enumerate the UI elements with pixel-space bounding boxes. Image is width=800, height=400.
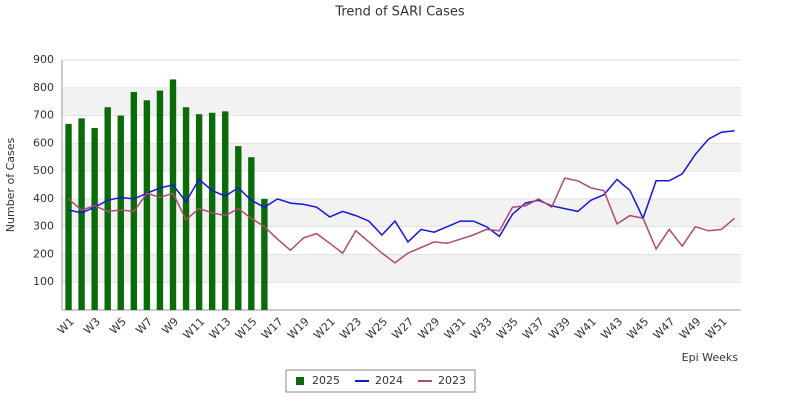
x-tick-label: W23 <box>337 315 364 342</box>
bar <box>261 198 268 310</box>
x-tick-label: W27 <box>389 315 416 342</box>
x-tick-label: W9 <box>159 315 181 337</box>
y-axis-title: Number of Cases <box>4 138 17 233</box>
bar <box>248 157 255 310</box>
line <box>68 177 735 264</box>
legend-box <box>285 369 476 393</box>
bar <box>208 112 216 311</box>
y-tick-label: 600 <box>33 136 54 149</box>
x-tick-label: W39 <box>546 315 573 342</box>
bar <box>182 107 190 310</box>
x-tick-label: W33 <box>468 315 495 342</box>
y-tick-label: 800 <box>33 81 54 94</box>
x-tick-label: W19 <box>285 315 312 342</box>
x-tick-label: W41 <box>572 315 599 342</box>
y-tick-label: 300 <box>33 220 54 233</box>
x-tick-label: W37 <box>520 315 547 342</box>
x-tick-label: W47 <box>651 315 678 342</box>
legend-swatch <box>296 377 304 385</box>
x-tick-label: W49 <box>677 315 704 342</box>
x-tick-label: W25 <box>363 315 390 342</box>
line <box>68 130 735 244</box>
x-tick-label: W1 <box>55 315 77 337</box>
x-tick-label: W29 <box>416 315 443 342</box>
x-tick-label: W43 <box>598 315 625 342</box>
chart-title: Trend of SARI Cases <box>334 5 465 20</box>
bar <box>78 118 85 310</box>
y-tick-label: 100 <box>33 275 54 288</box>
legend-label: 2023 <box>438 374 466 387</box>
bar <box>235 146 242 310</box>
bar <box>91 128 98 310</box>
x-tick-label: W7 <box>133 315 155 337</box>
x-tick-label: W11 <box>181 315 208 342</box>
grid-band <box>62 143 741 172</box>
bar <box>195 114 203 311</box>
y-tick-label: 900 <box>33 53 54 66</box>
x-tick-label: W31 <box>442 315 469 342</box>
bar <box>130 91 138 310</box>
y-tick-label: 400 <box>33 192 54 205</box>
bar <box>143 100 151 311</box>
x-tick-label: W17 <box>259 315 286 342</box>
grid-band <box>62 87 741 116</box>
x-axis-title: Epi Weeks <box>682 351 739 364</box>
x-tick-label: W5 <box>107 315 129 337</box>
bar <box>222 111 229 310</box>
grid-band <box>62 198 741 227</box>
x-tick-label: W13 <box>207 315 234 342</box>
y-tick-label: 700 <box>33 109 54 122</box>
y-tick-label: 500 <box>33 164 54 177</box>
legend-label: 2025 <box>312 374 340 387</box>
y-tick-label: 200 <box>33 247 54 260</box>
bar <box>65 123 72 310</box>
x-tick-label: W21 <box>311 315 338 342</box>
legend-label: 2024 <box>375 374 403 387</box>
bar <box>104 107 111 310</box>
bar <box>117 115 124 310</box>
x-tick-label: W3 <box>81 315 103 337</box>
x-tick-label: W15 <box>233 315 260 342</box>
x-tick-label: W35 <box>494 315 521 342</box>
x-tick-label: W51 <box>703 315 730 342</box>
x-tick-label: W45 <box>625 315 652 342</box>
bar <box>156 90 164 310</box>
